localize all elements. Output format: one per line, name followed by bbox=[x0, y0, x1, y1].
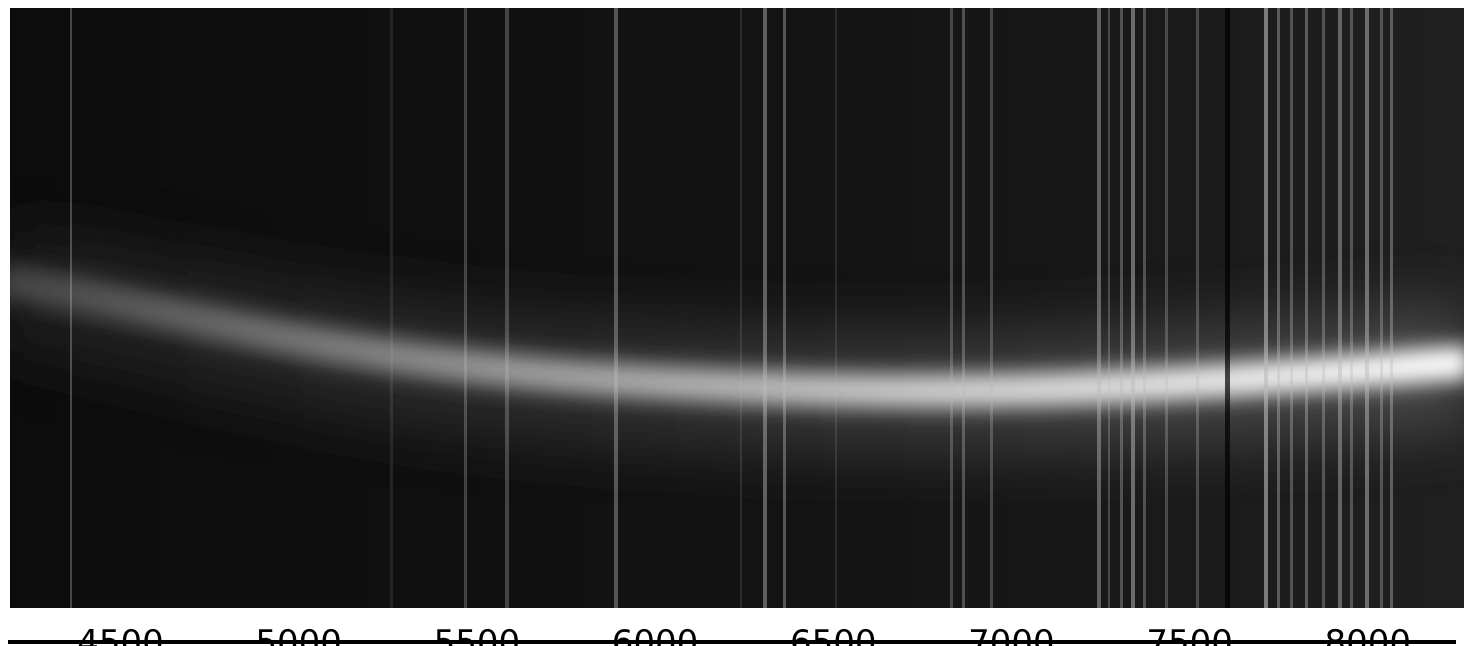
absorption-line bbox=[1225, 8, 1230, 608]
x-tick-label: 5000 bbox=[255, 623, 342, 646]
x-axis: 4500 5000 5500 6000 6500 7000 7500 8000 bbox=[77, 623, 1411, 646]
spectrum-image bbox=[10, 8, 1464, 608]
x-tick-label: 8000 bbox=[1325, 623, 1412, 646]
x-tick-label: 4500 bbox=[77, 623, 164, 646]
sky-lines bbox=[70, 8, 1393, 608]
x-tick-label: 6000 bbox=[612, 623, 699, 646]
x-tick-label: 6500 bbox=[790, 623, 877, 646]
x-tick-label: 7000 bbox=[968, 623, 1055, 646]
x-tick-label: 7500 bbox=[1146, 623, 1233, 646]
axis-line bbox=[8, 640, 1456, 644]
x-tick-label: 5500 bbox=[434, 623, 521, 646]
